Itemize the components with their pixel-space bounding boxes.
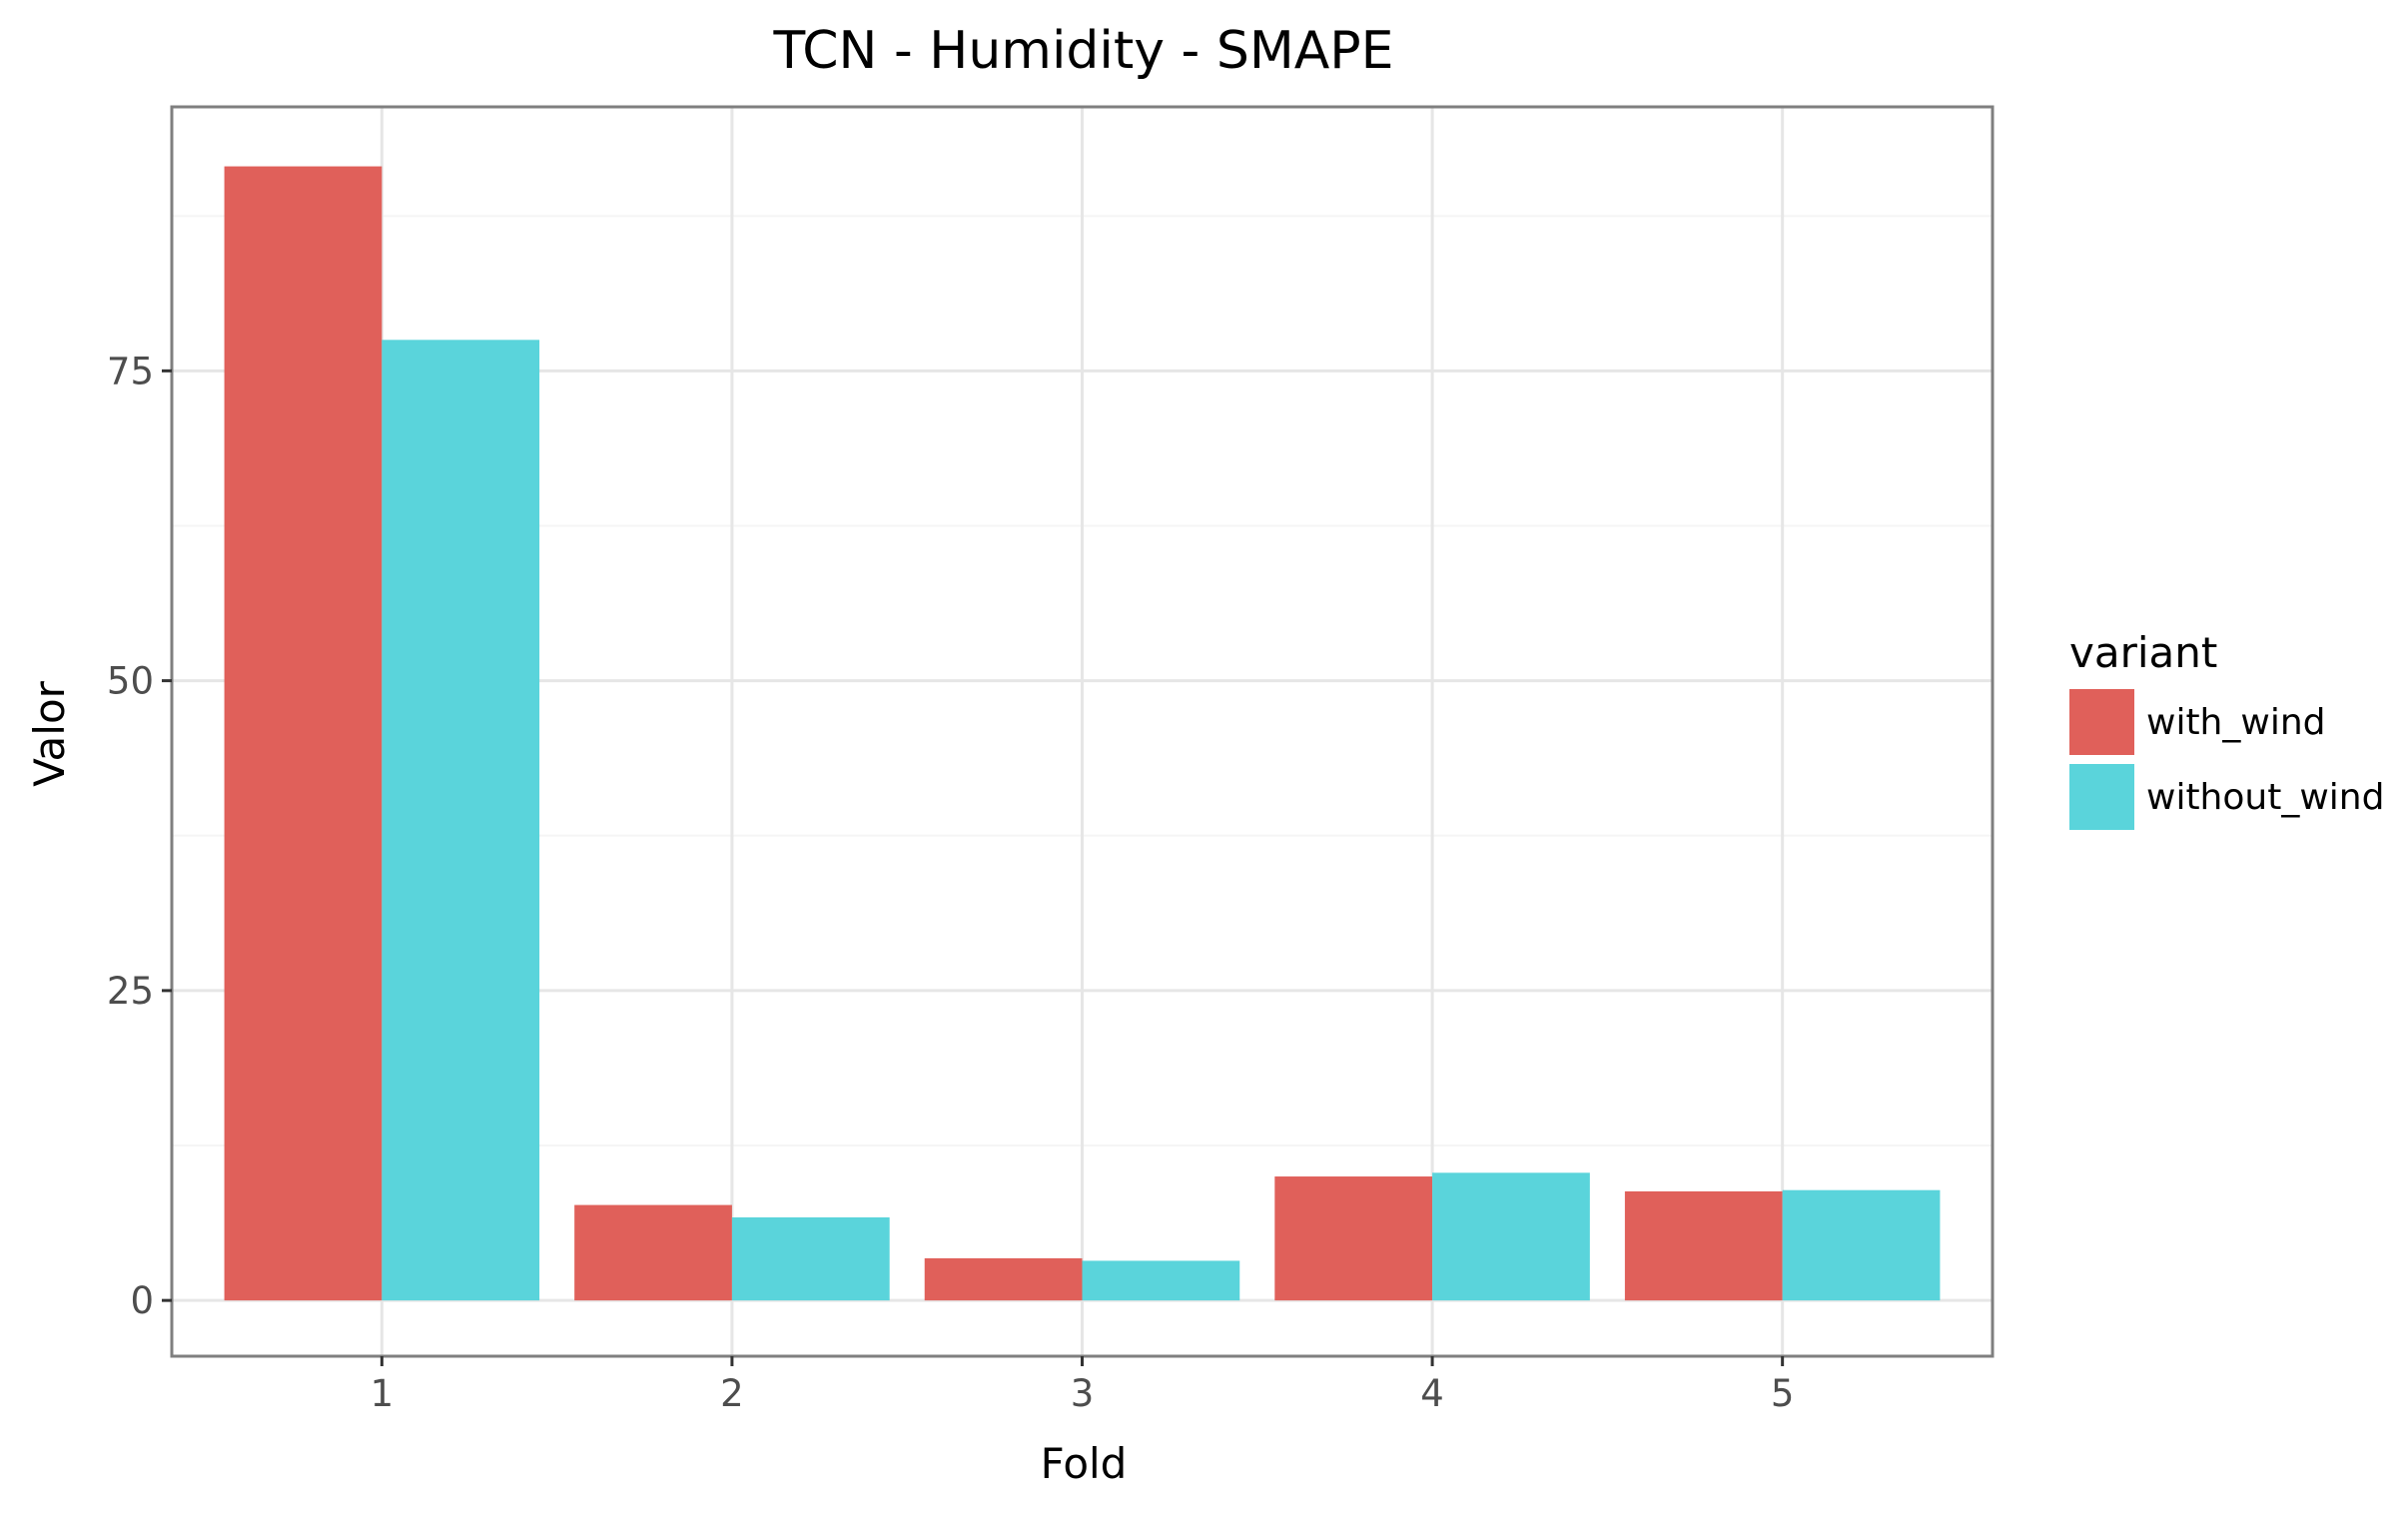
x-tick-label: 5: [1771, 1372, 1795, 1415]
x-tick-label: 3: [1071, 1372, 1095, 1415]
bar-without_wind-fold-3: [1082, 1260, 1240, 1301]
bar-with_wind-fold-2: [574, 1204, 732, 1301]
bar-without_wind-fold-2: [731, 1217, 890, 1301]
y-axis-title: Valor: [25, 680, 74, 787]
chart-title: TCN - Humidity - SMAPE: [772, 21, 1393, 81]
axis-layer: 0 25 50 75 1 2 3 4 5: [107, 350, 1795, 1415]
legend-items: with_wind without_wind: [2069, 689, 2384, 830]
legend-label-without_wind: without_wind: [2146, 777, 2384, 818]
x-tick-label: 1: [371, 1372, 395, 1415]
bar-with_wind-fold-4: [1274, 1176, 1433, 1301]
y-tick-label: 0: [130, 1279, 154, 1322]
legend-key-without_wind: [2069, 764, 2134, 830]
y-tick-label: 50: [107, 660, 154, 703]
x-axis-title: Fold: [1041, 1439, 1128, 1488]
legend: variant with_wind without_wind: [2069, 628, 2384, 830]
legend-label-with_wind: with_wind: [2146, 702, 2326, 743]
bar-without_wind-fold-5: [1782, 1189, 1941, 1301]
legend-title: variant: [2069, 628, 2217, 677]
bar-without_wind-fold-1: [382, 340, 540, 1301]
y-tick-label: 25: [107, 970, 154, 1013]
bar-with_wind-fold-5: [1624, 1190, 1783, 1301]
x-tick-label: 4: [1420, 1372, 1444, 1415]
bars-layer: [224, 166, 1941, 1301]
bar-without_wind-fold-4: [1432, 1172, 1590, 1301]
bar-with_wind-fold-3: [924, 1257, 1083, 1301]
y-tick-label: 75: [107, 350, 154, 392]
bar-with_wind-fold-1: [224, 166, 383, 1301]
legend-key-with_wind: [2069, 689, 2134, 755]
x-tick-label: 2: [720, 1372, 744, 1415]
